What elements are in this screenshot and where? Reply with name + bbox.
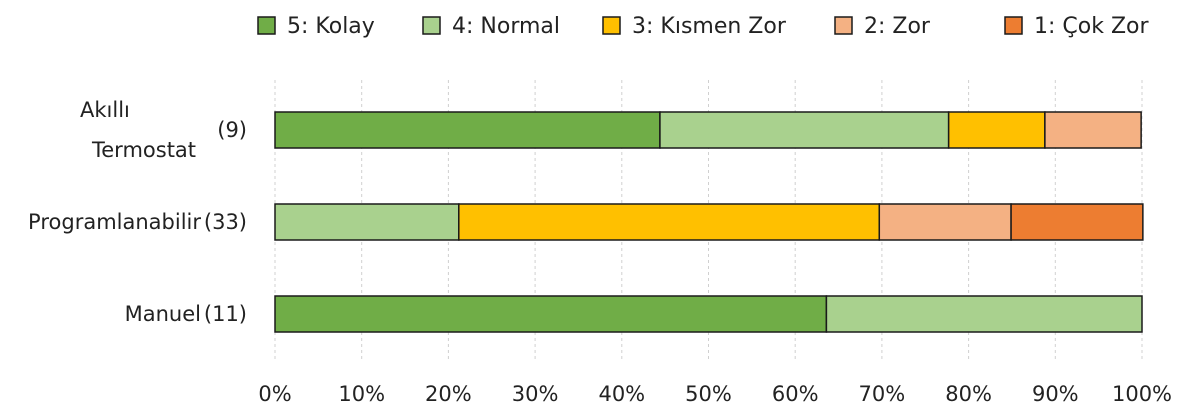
category-label: Manuel xyxy=(125,302,201,326)
x-tick-label: 90% xyxy=(1032,382,1079,406)
bar-segment xyxy=(1044,111,1142,149)
x-axis-ticks: 0% 10% 20% 30% 40% 50% 60% 70% 80% 90% 100% xyxy=(258,382,1172,406)
legend-label: 5: Kolay xyxy=(287,14,375,39)
legend-swatch xyxy=(1004,16,1023,35)
category-label: Termostat xyxy=(91,138,196,162)
x-tick-label: 0% xyxy=(258,382,291,406)
x-tick-label: 80% xyxy=(945,382,992,406)
bar-segment xyxy=(659,111,950,149)
bar-segment xyxy=(458,203,881,241)
legend-label: 1: Çok Zor xyxy=(1034,14,1149,39)
bar-segment xyxy=(825,295,1143,333)
x-tick-label: 20% xyxy=(425,382,472,406)
x-tick-label: 70% xyxy=(859,382,906,406)
legend-label: 4: Normal xyxy=(452,14,560,39)
x-tick-label: 30% xyxy=(512,382,559,406)
x-tick-label: 40% xyxy=(598,382,645,406)
legend-label: 3: Kısmen Zor xyxy=(632,14,787,39)
bar-segment xyxy=(878,203,1012,241)
bars xyxy=(274,111,1144,333)
bar-segment xyxy=(274,111,661,149)
category-count: (33) xyxy=(204,210,247,234)
bar-segment xyxy=(274,295,828,333)
x-tick-label: 10% xyxy=(338,382,385,406)
bar-segment xyxy=(274,203,460,241)
x-tick-label: 60% xyxy=(772,382,819,406)
category-count: (9) xyxy=(217,118,247,142)
legend-swatch xyxy=(834,16,853,35)
legend-label: 2: Zor xyxy=(864,14,931,39)
category-labels: (9) Akıllı Termostat (33)Programlanabilir (1… xyxy=(28,98,247,326)
category-label: Programlanabilir xyxy=(28,210,201,234)
category-label: Akıllı xyxy=(80,98,130,122)
legend-swatch xyxy=(422,16,441,35)
legend-swatch xyxy=(602,16,621,35)
category-count: (11) xyxy=(204,302,247,326)
x-tick-label: 100% xyxy=(1112,382,1172,406)
legend: 5: Kolay 4: Normal 3: Kısmen Zor 2: Zor 1: Ç… xyxy=(257,14,1149,39)
x-tick-label: 50% xyxy=(685,382,732,406)
bar-segment xyxy=(1010,203,1144,241)
bar-segment xyxy=(947,111,1046,149)
legend-swatch xyxy=(257,16,276,35)
